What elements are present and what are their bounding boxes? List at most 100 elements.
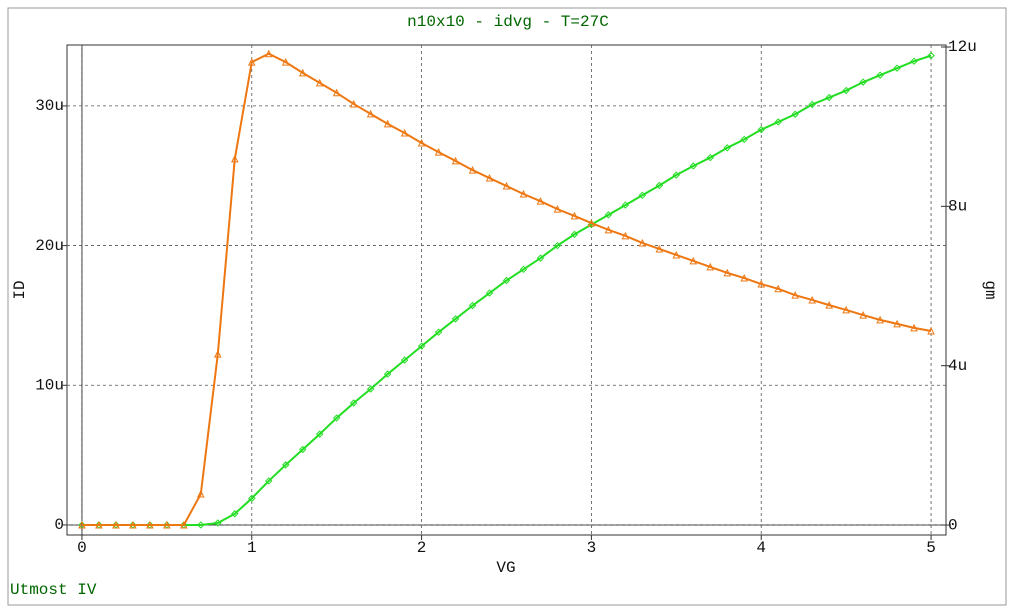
point-marker: [570, 230, 579, 239]
point-marker: [893, 319, 901, 328]
point-marker: [400, 356, 409, 364]
chart-title: n10x10 - idvg - T=27C: [407, 13, 609, 31]
point-marker: [740, 135, 748, 144]
point-marker: [298, 68, 307, 77]
y2-tick-label: 4u: [948, 357, 967, 375]
point-marker: [876, 71, 884, 79]
point-marker: [213, 350, 222, 358]
point-marker: [706, 153, 714, 162]
point-marker: [468, 165, 477, 174]
frame: [7, 7, 1007, 606]
point-marker: [825, 93, 833, 102]
point-marker: [570, 211, 579, 220]
point-marker: [281, 58, 290, 66]
point-marker: [485, 173, 494, 182]
y2-tick-label: 8u: [948, 198, 967, 216]
point-marker: [112, 520, 120, 529]
point-marker: [197, 521, 205, 529]
point-marker: [230, 154, 239, 163]
point-marker: [842, 86, 850, 95]
x-tick-label: 5: [926, 539, 936, 557]
point-marker: [723, 268, 732, 277]
point-marker: [282, 461, 290, 469]
point-marker: [417, 342, 426, 350]
point-marker: [349, 99, 358, 108]
point-marker: [265, 477, 273, 485]
point-marker: [893, 64, 901, 72]
point-marker: [689, 256, 698, 265]
point-marker: [621, 201, 630, 209]
x-tick-label: 0: [77, 539, 87, 557]
point-marker: [774, 118, 782, 126]
x-tick-label: 1: [247, 539, 257, 557]
y-tick-label: 10u: [35, 376, 64, 394]
point-marker: [349, 399, 358, 407]
point-marker: [468, 301, 477, 310]
point-marker: [434, 328, 443, 336]
point-marker: [723, 144, 731, 152]
y-tick-label: 0: [54, 516, 64, 534]
point-marker: [366, 385, 375, 393]
x-tick-label: 4: [756, 539, 766, 557]
point-marker: [774, 284, 783, 293]
point-marker: [519, 189, 528, 198]
point-marker: [655, 181, 664, 190]
point-marker: [129, 520, 137, 529]
point-marker: [451, 156, 460, 165]
point-marker: [332, 414, 341, 422]
point-marker: [366, 109, 375, 118]
point-marker: [655, 244, 664, 253]
y-axis-label: ID: [11, 280, 29, 299]
point-marker: [383, 119, 392, 128]
point-marker: [315, 430, 324, 438]
point-marker: [163, 520, 171, 529]
point-marker: [485, 289, 494, 297]
point-marker: [910, 57, 918, 65]
series-line: [81, 52, 932, 527]
point-marker: [740, 273, 749, 282]
x-axis-label: VG: [496, 559, 515, 577]
point-marker: [315, 78, 324, 87]
point-marker: [332, 88, 341, 97]
point-marker: [842, 305, 850, 314]
point-marker: [757, 279, 766, 288]
point-marker: [927, 51, 935, 60]
point-marker: [825, 301, 833, 309]
point-marker: [95, 520, 103, 529]
point-marker: [672, 250, 681, 259]
point-marker: [197, 489, 205, 498]
point-marker: [78, 520, 86, 529]
point-marker: [247, 58, 256, 66]
point-marker: [791, 110, 799, 118]
point-marker: [927, 326, 935, 335]
point-marker: [604, 211, 613, 219]
point-marker: [689, 162, 698, 170]
series-line: [81, 54, 932, 526]
x-tick-label: 2: [417, 539, 427, 557]
point-marker: [553, 241, 562, 250]
point-marker: [706, 262, 715, 271]
point-marker: [757, 125, 765, 134]
point-marker: [553, 205, 562, 213]
point-marker: [502, 181, 511, 190]
point-marker: [621, 231, 630, 240]
point-marker: [672, 171, 681, 179]
y2-tick-label: 12u: [948, 38, 977, 56]
point-marker: [451, 315, 460, 323]
point-marker: [519, 265, 528, 274]
point-marker: [231, 510, 239, 518]
point-marker: [536, 197, 545, 205]
plot-frame: [66, 44, 947, 536]
y-tick-label: 30u: [35, 97, 64, 115]
point-marker: [299, 445, 307, 454]
point-marker: [248, 494, 256, 503]
point-marker: [400, 128, 409, 137]
point-marker: [808, 100, 816, 109]
y-tick-label: 20u: [35, 237, 64, 255]
point-marker: [264, 49, 273, 58]
point-marker: [638, 238, 647, 247]
point-marker: [910, 323, 918, 332]
point-marker: [876, 315, 884, 324]
point-marker: [502, 276, 511, 285]
